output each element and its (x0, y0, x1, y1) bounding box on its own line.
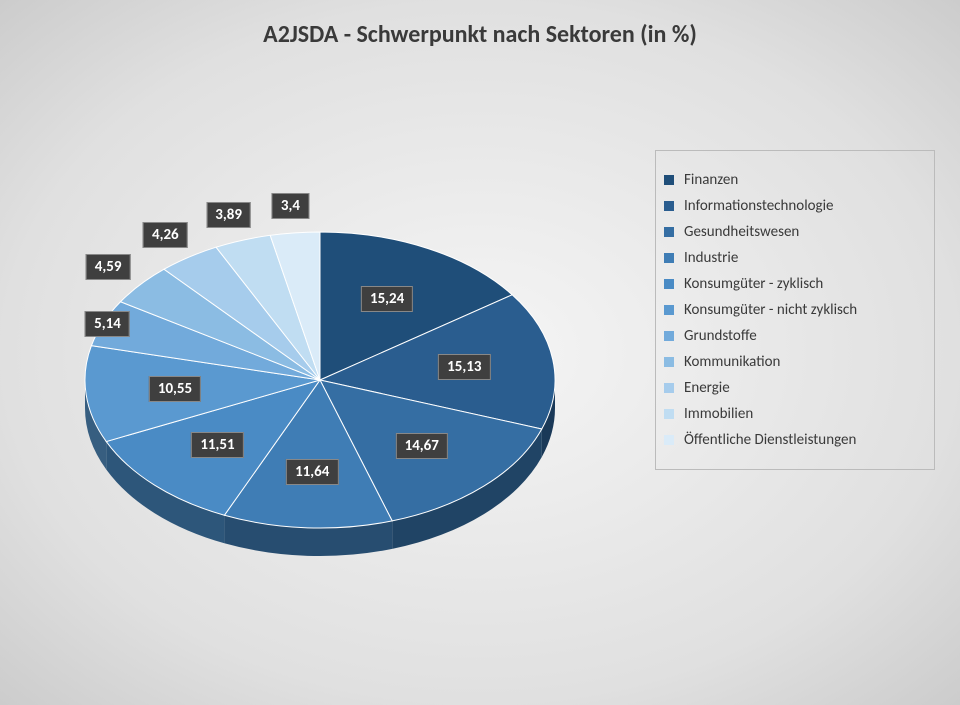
legend-label: Immobilien (684, 405, 753, 423)
legend-swatch (664, 383, 674, 393)
legend-swatch (664, 305, 674, 315)
pie-data-label: 4,26 (143, 222, 188, 248)
legend-swatch (664, 357, 674, 367)
legend-swatch (664, 175, 674, 185)
legend-swatch (664, 331, 674, 341)
legend-label: Energie (684, 379, 730, 397)
legend-label: Gesundheitswesen (684, 223, 799, 241)
legend-item: Immobilien (664, 405, 926, 423)
legend-item: Finanzen (664, 171, 926, 189)
legend-swatch (664, 253, 674, 263)
pie-chart: 15,24 15,13 14,67 11,64 11,51 10,55 5,14 4,59 4,… (30, 80, 610, 660)
legend-swatch (664, 227, 674, 237)
legend-item: Gesundheitswesen (664, 223, 926, 241)
chart-title: A2JSDA - Schwerpunkt nach Sektoren (in %… (0, 20, 960, 49)
pie-data-label: 15,24 (361, 286, 413, 312)
legend-swatch (664, 279, 674, 289)
pie-data-label: 4,59 (86, 254, 131, 280)
legend-item: Energie (664, 379, 926, 397)
legend-item: Kommunikation (664, 353, 926, 371)
legend-label: Informationstechnologie (684, 197, 834, 215)
legend-item: Konsumgüter - nicht zyklisch (664, 301, 926, 319)
pie-data-label: 14,67 (396, 433, 448, 459)
legend-swatch (664, 409, 674, 419)
legend-label: Öffentliche Dienstleistungen (684, 431, 856, 449)
legend: Finanzen Informationstechnologie Gesundhei… (655, 150, 935, 470)
legend-label: Kommunikation (684, 353, 780, 371)
legend-label: Industrie (684, 249, 738, 267)
pie-data-label: 3,4 (272, 193, 309, 219)
pie-data-label: 11,64 (286, 459, 338, 485)
legend-item: Informationstechnologie (664, 197, 926, 215)
pie-data-label: 15,13 (438, 354, 490, 380)
legend-item: Öffentliche Dienstleistungen (664, 431, 926, 449)
pie-data-label: 10,55 (149, 376, 201, 402)
pie-data-label: 5,14 (85, 311, 130, 337)
legend-label: Finanzen (684, 171, 738, 189)
legend-label: Grundstoffe (684, 327, 757, 345)
legend-swatch (664, 201, 674, 211)
legend-label: Konsumgüter - zyklisch (684, 275, 823, 293)
legend-label: Konsumgüter - nicht zyklisch (684, 301, 857, 319)
pie-data-label: 11,51 (191, 432, 243, 458)
pie-svg (30, 80, 610, 660)
legend-item: Industrie (664, 249, 926, 267)
legend-swatch (664, 435, 674, 445)
legend-item: Konsumgüter - zyklisch (664, 275, 926, 293)
pie-data-label: 3,89 (206, 202, 251, 228)
legend-item: Grundstoffe (664, 327, 926, 345)
